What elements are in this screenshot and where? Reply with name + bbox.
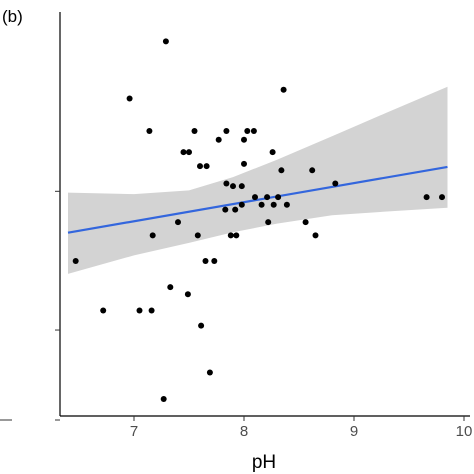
data-point [241, 136, 247, 143]
data-point [191, 127, 198, 134]
data-points-layer [72, 38, 445, 402]
data-point [423, 194, 430, 201]
data-point [227, 232, 234, 239]
data-point [252, 194, 258, 201]
data-point [280, 86, 287, 93]
data-point [230, 183, 236, 190]
x-tick-label: 9 [350, 423, 358, 440]
confidence-band-layer [68, 86, 448, 274]
data-point [232, 206, 239, 213]
data-point [233, 232, 240, 239]
data-point [264, 194, 271, 201]
data-point [146, 127, 153, 134]
data-point [439, 194, 445, 201]
data-point [265, 219, 272, 226]
x-tick-label: 7 [130, 423, 138, 440]
data-point [302, 219, 309, 226]
data-point [309, 167, 316, 174]
fit-line-layer [67, 165, 448, 234]
data-point [167, 284, 174, 291]
data-point [197, 163, 203, 170]
data-point [275, 194, 282, 201]
data-point [312, 232, 319, 239]
data-point [198, 322, 205, 329]
data-point [238, 183, 245, 190]
data-point [72, 258, 79, 265]
data-point [283, 201, 290, 208]
data-point [194, 232, 201, 239]
data-point [241, 160, 247, 167]
data-point [149, 232, 156, 239]
data-point [223, 180, 230, 187]
data-point [211, 258, 218, 265]
data-point [162, 38, 169, 45]
panel-label: (b) [2, 7, 23, 26]
data-point [215, 136, 222, 143]
confidence-band [68, 86, 448, 274]
data-point [184, 291, 191, 298]
data-point [100, 307, 107, 314]
data-point [278, 167, 285, 174]
x-tick-label: 8 [240, 423, 248, 440]
data-point [126, 95, 133, 102]
data-point [250, 127, 257, 134]
data-point [202, 258, 209, 265]
x-tick-label: 10 [456, 423, 473, 440]
data-point [223, 127, 230, 134]
data-point [332, 180, 339, 187]
data-point [148, 307, 155, 314]
data-point [258, 201, 265, 208]
data-point [238, 201, 245, 208]
data-point [186, 149, 192, 156]
data-point [175, 219, 181, 226]
data-point [206, 369, 213, 376]
data-point [222, 206, 229, 213]
data-point [203, 163, 210, 170]
fit-line [67, 165, 448, 234]
data-point [269, 149, 276, 156]
data-point [180, 149, 187, 156]
x-axis-title: pH [252, 452, 276, 473]
data-point [270, 201, 277, 208]
data-point [160, 396, 167, 402]
axes-layer: 7 8 9 10 [0, 12, 472, 440]
data-point [244, 127, 251, 134]
data-point [136, 307, 143, 314]
